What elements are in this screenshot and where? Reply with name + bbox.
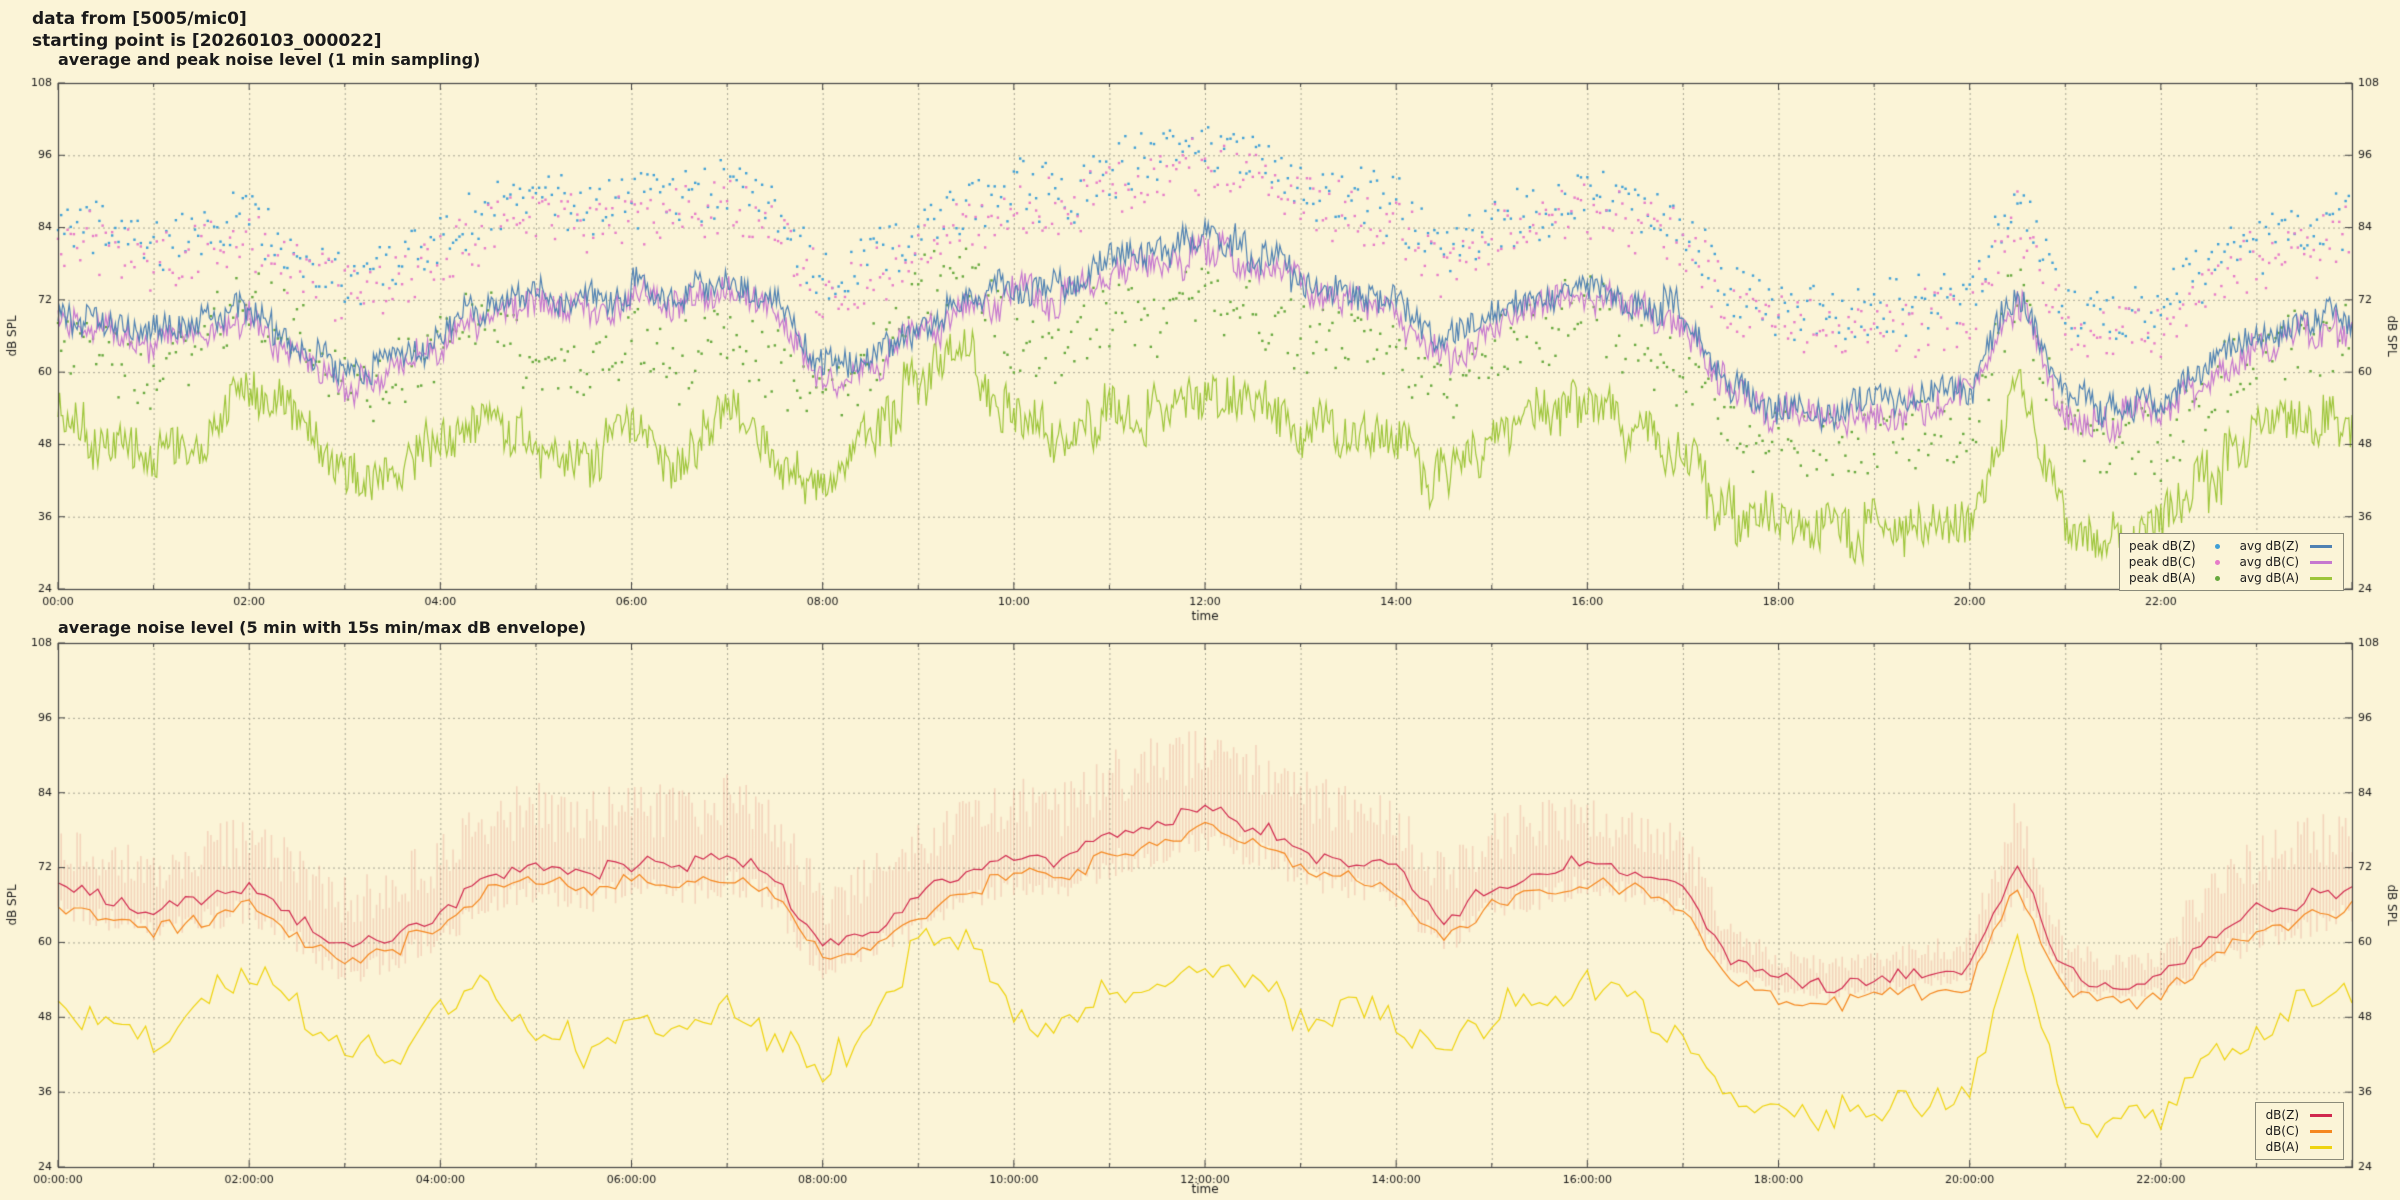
legend-label-avg-dba: avg dB(A)	[2239, 571, 2299, 585]
legend-label-peak-dba: peak dB(A)	[2128, 571, 2196, 585]
chart2-title: average noise level (5 min with 15s min/…	[58, 618, 587, 637]
chart2-legend-grid: dB(Z) dB(C) dB(A)	[2265, 1107, 2334, 1155]
legend-marker-peak-dbc-dot-icon	[2215, 559, 2221, 565]
header-line1: data from [5005/mic0]	[32, 9, 247, 29]
legend-label-avg-dbz: avg dB(Z)	[2239, 539, 2299, 553]
legend-label-dbc: dB(C)	[2265, 1124, 2299, 1138]
legend-label-dbz: dB(Z)	[2265, 1108, 2299, 1122]
legend-marker-peak-dbz-dot-icon	[2215, 543, 2221, 549]
chart1-legend-grid: peak dB(Z) avg dB(Z) peak dB(C) avg dB(C…	[2129, 538, 2334, 586]
legend-marker-dbc-line-icon	[2310, 1129, 2332, 1133]
chart1-legend: peak dB(Z) avg dB(Z) peak dB(C) avg dB(C…	[2118, 533, 2344, 591]
legend-marker-avg-dbc-line-icon	[2310, 560, 2332, 564]
chart1-title: average and peak noise level (1 min samp…	[58, 50, 481, 69]
legend-label-dba: dB(A)	[2265, 1140, 2299, 1154]
legend-marker-avg-dbz-line-icon	[2310, 544, 2332, 548]
legend-label-avg-dbc: avg dB(C)	[2239, 555, 2299, 569]
header-line2: starting point is [20260103_000022]	[32, 31, 382, 51]
legend-marker-dbz-line-icon	[2310, 1113, 2332, 1117]
legend-label-peak-dbz: peak dB(Z)	[2128, 539, 2196, 553]
legend-marker-dba-line-icon	[2310, 1145, 2332, 1149]
chart2-legend: dB(Z) dB(C) dB(A)	[2255, 1102, 2344, 1160]
legend-label-peak-dbc: peak dB(C)	[2128, 555, 2196, 569]
header: data from [5005/mic0] starting point is …	[32, 8, 382, 52]
legend-marker-avg-dba-line-icon	[2310, 576, 2332, 580]
legend-marker-peak-dba-dot-icon	[2215, 575, 2221, 581]
